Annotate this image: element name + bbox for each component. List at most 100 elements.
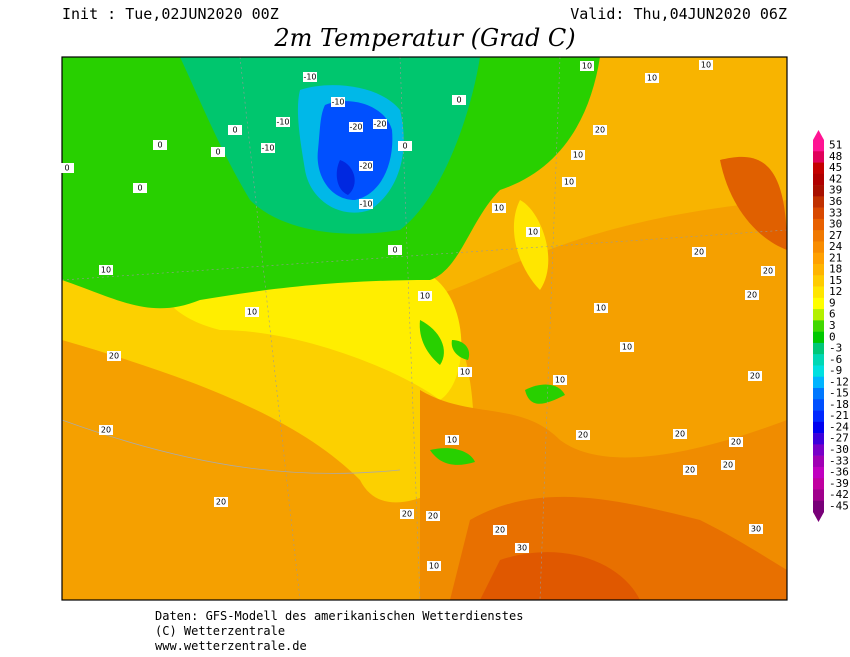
colorbar-swatch <box>813 421 824 434</box>
colorbar-label: 42 <box>829 172 842 185</box>
colorbar-label: 6 <box>829 308 836 321</box>
colorbar-swatch <box>813 320 824 332</box>
colorbar-label: -24 <box>829 420 849 433</box>
colorbar-label: -45 <box>829 499 849 512</box>
contour-label: 20 <box>428 512 438 521</box>
contour-label: 20 <box>747 291 757 300</box>
contour-label-box <box>331 97 345 107</box>
footer-source: Daten: GFS-Modell des amerikanischen Wet… <box>155 609 523 623</box>
colorbar-label: 21 <box>829 251 842 264</box>
contour-label: 10 <box>573 151 583 160</box>
contour-label: 10 <box>247 308 257 317</box>
contour-label-box <box>99 425 113 435</box>
contour-label-box <box>452 95 466 105</box>
contour-label: -20 <box>373 120 386 129</box>
contour-label-box <box>211 147 225 157</box>
contour-label: 10 <box>564 178 574 187</box>
contour-label-box <box>303 72 317 82</box>
colorbar-swatch <box>813 218 824 231</box>
contour-label: 10 <box>420 292 430 301</box>
contour-label-box <box>228 125 242 135</box>
contour-label: 0 <box>456 96 461 105</box>
contour-label-box <box>553 375 567 385</box>
colorbar-swatch <box>813 489 824 502</box>
contour-label: 20 <box>578 431 588 440</box>
contour-label-box <box>388 245 402 255</box>
colorbar-label: 9 <box>829 296 836 309</box>
contour-label-box <box>373 119 387 129</box>
contour-label-box <box>526 227 540 237</box>
contour-label: 20 <box>402 510 412 519</box>
contour-label-box <box>620 342 634 352</box>
contour-label: 10 <box>429 562 439 571</box>
contour-label-box <box>214 497 228 507</box>
contour-label-box <box>445 435 459 445</box>
contour-label: -10 <box>303 73 316 82</box>
colorbar-swatch <box>813 196 824 208</box>
contour-label-box <box>398 141 412 151</box>
contour-label: 0 <box>392 246 397 255</box>
colorbar-swatch <box>813 500 824 513</box>
contour-label: -10 <box>261 144 274 153</box>
colorbar-swatch <box>813 309 824 321</box>
contour-label: 20 <box>763 267 773 276</box>
colorbar-swatch <box>813 388 824 400</box>
contour-label-box <box>594 303 608 313</box>
contour-label-box <box>133 183 147 193</box>
contour-label-box <box>349 122 363 132</box>
contour-label-box <box>99 265 113 275</box>
colorbar-label: 33 <box>829 206 842 219</box>
contour-label: 10 <box>596 304 606 313</box>
colorbar-swatch <box>813 466 824 479</box>
contour-label-box <box>261 143 275 153</box>
contour-label: 20 <box>216 498 226 507</box>
contour-label: 0 <box>215 148 220 157</box>
contour-label: 0 <box>137 184 142 193</box>
contour-label: 10 <box>447 436 457 445</box>
colorbar-label: -12 <box>829 375 849 388</box>
colorbar-swatch <box>813 275 824 287</box>
colorbar-swatch <box>813 444 824 456</box>
contour-label: 10 <box>494 204 504 213</box>
map-field <box>62 57 787 600</box>
colorbar-label: -9 <box>829 364 842 377</box>
colorbar-swatch <box>813 140 824 152</box>
contour-label-box <box>748 371 762 381</box>
colorbar-label: -27 <box>829 432 849 445</box>
contour-label-box <box>593 125 607 135</box>
contour-label-box <box>458 367 472 377</box>
colorbar-label: 18 <box>829 263 842 276</box>
contour-label: 20 <box>109 352 119 361</box>
contour-label-box <box>699 60 713 70</box>
contour-label: 10 <box>701 61 711 70</box>
contour-label-box <box>426 511 440 521</box>
colorbar-label: 45 <box>829 161 842 174</box>
colorbar-label: -39 <box>829 477 849 490</box>
contour-label-box <box>645 73 659 83</box>
contour-label-box <box>60 163 74 173</box>
contour-label: 30 <box>517 544 527 553</box>
footer-url: www.wetterzentrale.de <box>155 639 307 653</box>
contour-label-box <box>427 561 441 571</box>
contour-label-box <box>673 429 687 439</box>
contour-label: 10 <box>647 74 657 83</box>
contour-label: 20 <box>731 438 741 447</box>
colorbar-swatch <box>813 433 824 445</box>
contour-label-box <box>729 437 743 447</box>
contour-label: 0 <box>402 142 407 151</box>
colorbar-swatch <box>813 354 824 366</box>
colorbar-swatch <box>813 185 824 197</box>
contour-label: 10 <box>582 62 592 71</box>
colorbar-label: 27 <box>829 229 842 242</box>
contour-label-box <box>580 61 594 71</box>
contour-label-box <box>683 465 697 475</box>
colorbar-swatch <box>813 264 824 276</box>
colorbar-label: 51 <box>829 139 842 152</box>
colorbar-swatch <box>813 207 824 220</box>
contour-label: 20 <box>495 526 505 535</box>
map-title: 2m Temperatur (Grad C) <box>273 24 575 52</box>
contour-label-box <box>721 460 735 470</box>
contour-label: 0 <box>64 164 69 173</box>
colorbar-label: -30 <box>829 443 849 456</box>
